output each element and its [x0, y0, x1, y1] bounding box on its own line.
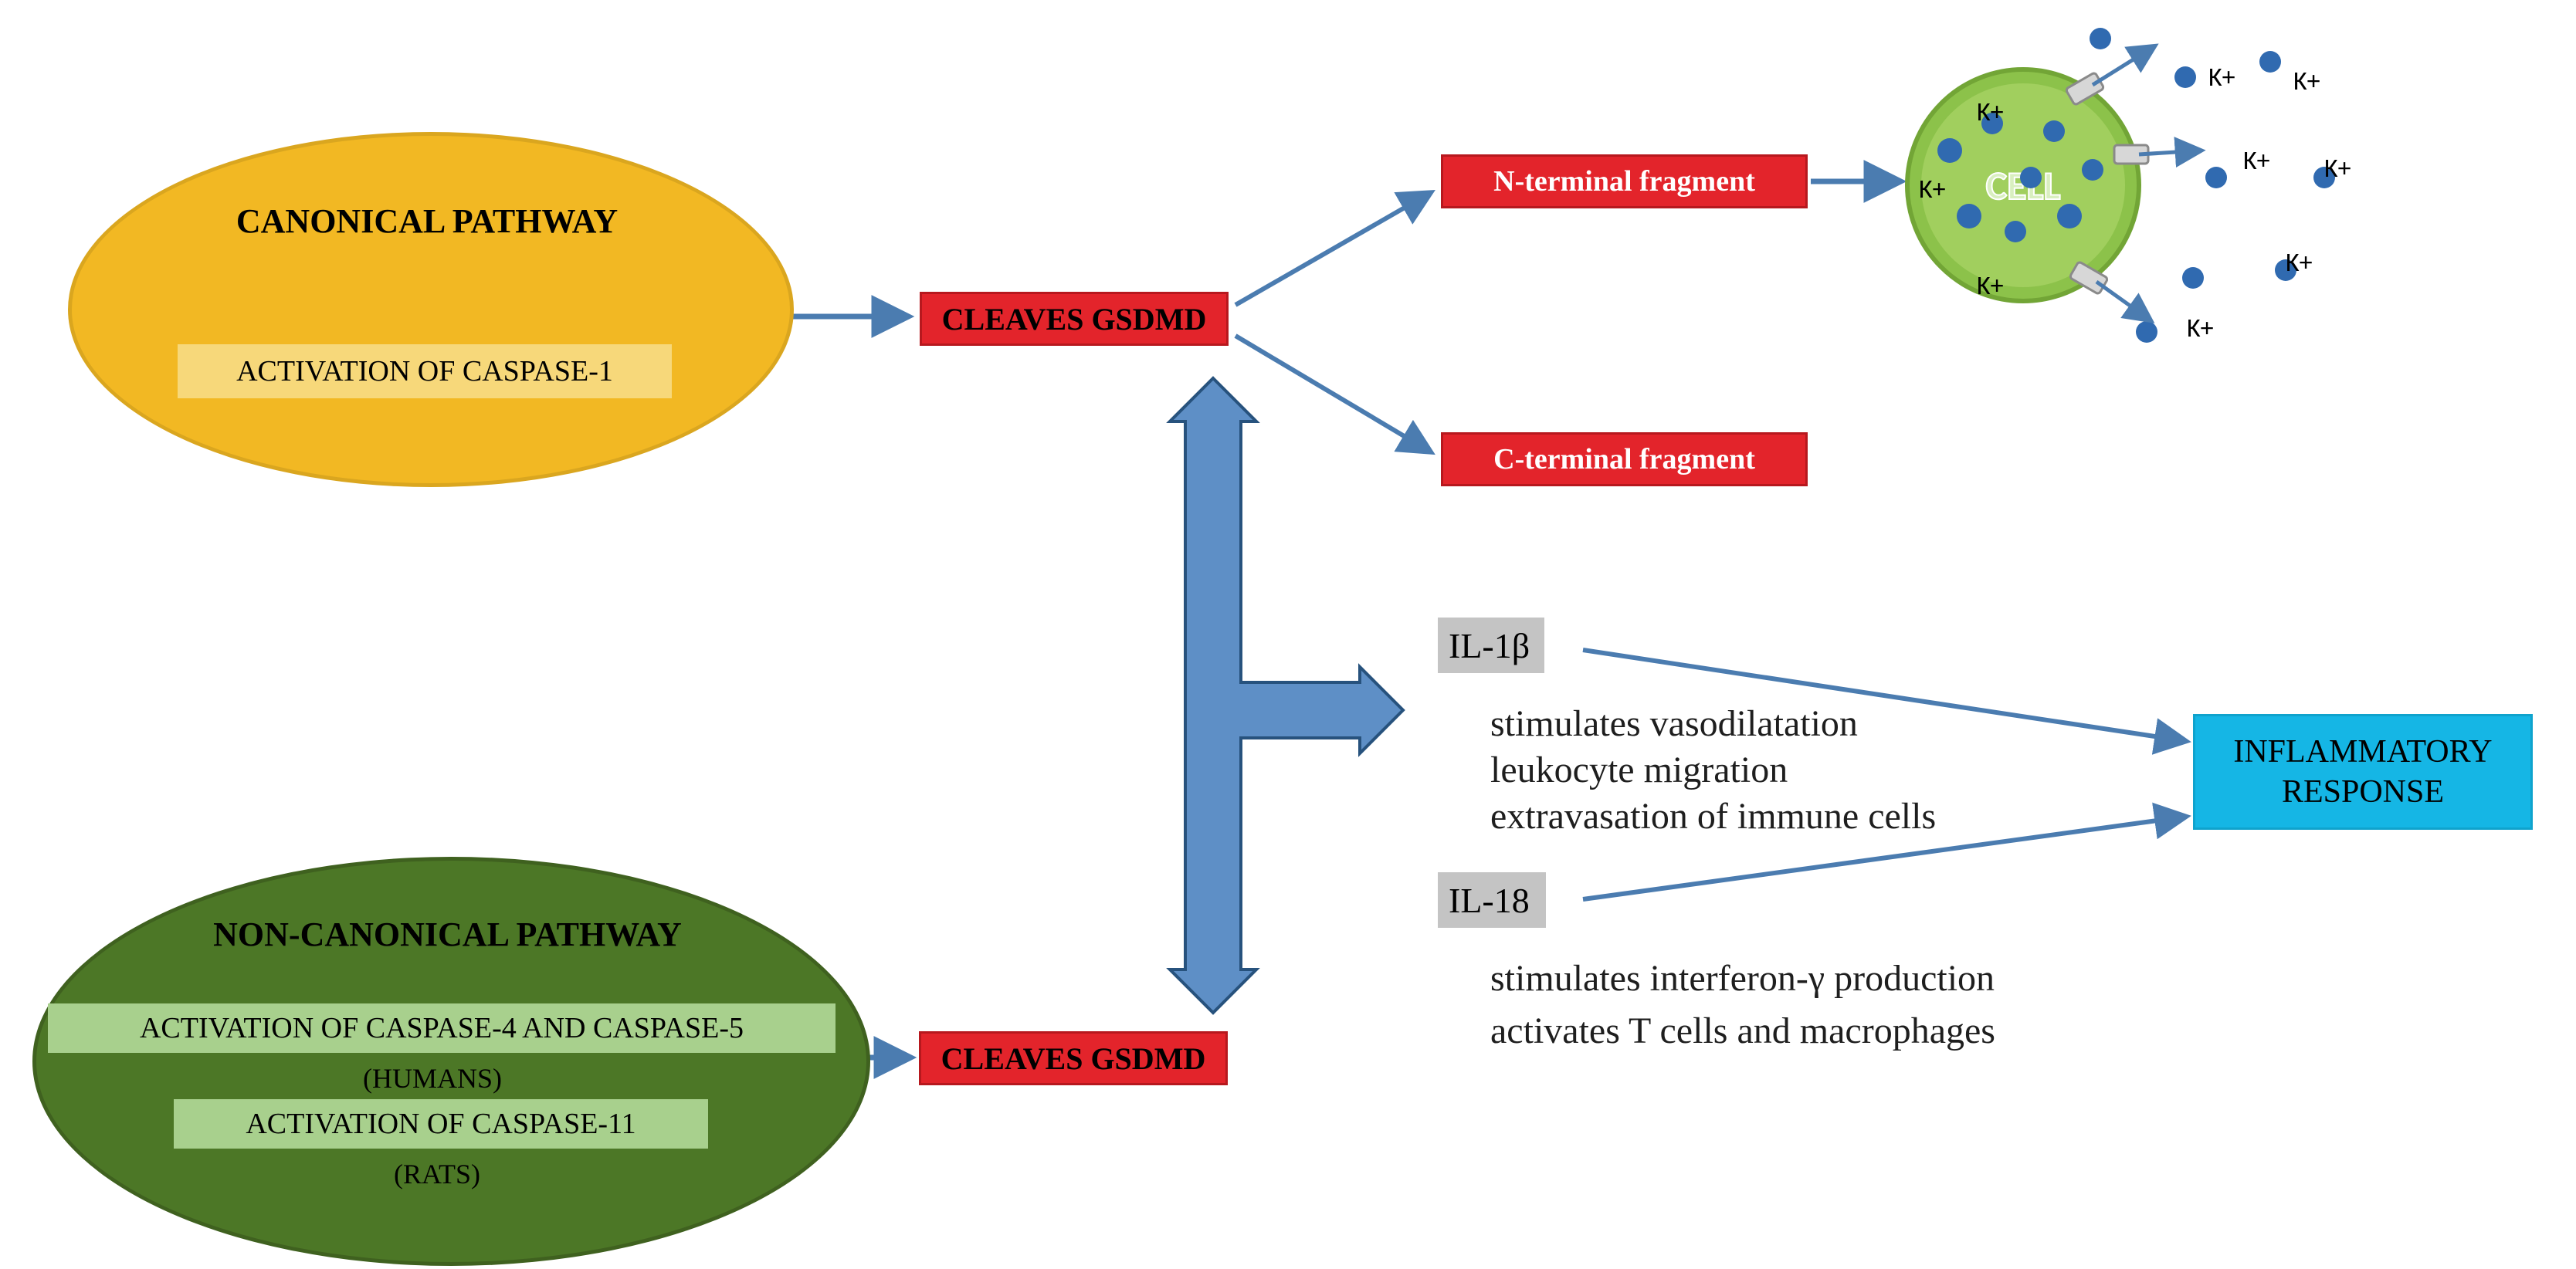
- caspase-1-label: ACTIVATION OF CASPASE-1: [236, 354, 613, 388]
- canonical-pathway-title: CANONICAL PATHWAY: [68, 201, 786, 241]
- cell-inner-dot: [1937, 138, 1962, 163]
- inflammatory-response-box: INFLAMMATORYRESPONSE: [2193, 714, 2533, 830]
- cleaves-gsdmd-bottom: CLEAVES GSDMD: [919, 1031, 1228, 1085]
- cell-efflux-arrow: [2093, 46, 2154, 85]
- cell-inner-dot: [2005, 221, 2026, 242]
- k-plus-outside: K+: [2286, 247, 2313, 279]
- cleaves-gsdmd-bottom-label: CLEAVES GSDMD: [941, 1041, 1206, 1077]
- k-plus-outside: K+: [2208, 62, 2235, 93]
- caspase-1-box: ACTIVATION OF CASPASE-1: [178, 344, 672, 398]
- il-18-box-label: IL-18: [1449, 880, 1530, 921]
- n-terminal-box: N-terminal fragment: [1441, 154, 1808, 208]
- il-18-box: IL-18: [1438, 872, 1546, 928]
- c-terminal-box: C-terminal fragment: [1441, 432, 1808, 486]
- k-plus-outside: K+: [2187, 313, 2214, 344]
- cell-inner-dot: [2020, 167, 2042, 188]
- cell-inner-dot: [2043, 120, 2065, 142]
- il1b-effect-line: leukocyte migration: [1490, 749, 1788, 791]
- cell-efflux-arrow: [2139, 151, 2201, 154]
- caspase-11-label: ACTIVATION OF CASPASE-11: [246, 1107, 636, 1141]
- arrow-cleaves-to-cterm: [1235, 336, 1430, 452]
- il1b-effect-line: stimulates vasodilatation: [1490, 702, 1858, 745]
- cleaves-gsdmd-top: CLEAVES GSDMD: [920, 292, 1229, 346]
- noncanonical-pathway-title: NON-CANONICAL PATHWAY: [32, 915, 863, 954]
- rats-label: (RATS): [394, 1158, 480, 1190]
- caspase-4-5-box: ACTIVATION OF CASPASE-4 AND CASPASE-5: [48, 1003, 836, 1053]
- il-1beta-box: IL-1β: [1438, 618, 1544, 673]
- cell-inner-dot: [2082, 159, 2103, 181]
- humans-label: (HUMANS): [363, 1062, 502, 1095]
- cell-inner-dot: [2057, 204, 2082, 228]
- arrow-cleaves-to-nterm: [1235, 193, 1430, 305]
- diagram-canvas: CELL CANONICAL PATHWAY ACTIVATION OF CASPA…: [0, 0, 2576, 1269]
- cell-outer-dot: [2205, 167, 2227, 188]
- cell-outer-dot: [2136, 321, 2157, 343]
- big-vertical-arrow: [1170, 378, 1403, 1013]
- il18-effect-line: stimulates interferon-γ production: [1490, 957, 1995, 1000]
- cell-inner-dot: [1957, 204, 1981, 228]
- k-plus-outside: K+: [2293, 66, 2320, 97]
- cell-inner: [1921, 83, 2125, 287]
- cell-pore: [2066, 73, 2104, 106]
- il-1beta-box-label: IL-1β: [1449, 625, 1530, 666]
- k-plus-inside: K+: [1977, 96, 2004, 128]
- k-plus-inside: K+: [1977, 270, 2004, 302]
- il18-effect-line: activates T cells and macrophages: [1490, 1010, 1995, 1052]
- cleaves-gsdmd-top-label: CLEAVES GSDMD: [942, 301, 1207, 337]
- k-plus-outside: K+: [2324, 153, 2351, 184]
- caspase-11-box: ACTIVATION OF CASPASE-11: [174, 1099, 708, 1149]
- inflam-line2: RESPONSE: [2282, 772, 2444, 813]
- canonical-pathway-ellipse: [68, 132, 794, 487]
- caspase-4-5-label: ACTIVATION OF CASPASE-4 AND CASPASE-5: [140, 1011, 744, 1045]
- inflam-line1: INFLAMMATORY: [2233, 732, 2492, 773]
- cell-pore: [2114, 145, 2148, 164]
- il1b-effect-line: extravasation of immune cells: [1490, 795, 1936, 838]
- k-plus-inside: K+: [1919, 174, 1946, 205]
- n-terminal-box-label: N-terminal fragment: [1493, 164, 1755, 198]
- cell-outer-dot: [2090, 28, 2111, 49]
- cell-pore: [2069, 262, 2108, 295]
- cell-label: CELL: [1986, 161, 2061, 210]
- cell-outer-dot: [2259, 51, 2281, 73]
- cell-efflux-arrow: [2096, 282, 2151, 320]
- cell-outer-dot: [2182, 267, 2204, 289]
- cell-outer-dot: [2174, 66, 2196, 88]
- c-terminal-box-label: C-terminal fragment: [1493, 442, 1755, 476]
- k-plus-outside: K+: [2243, 145, 2270, 177]
